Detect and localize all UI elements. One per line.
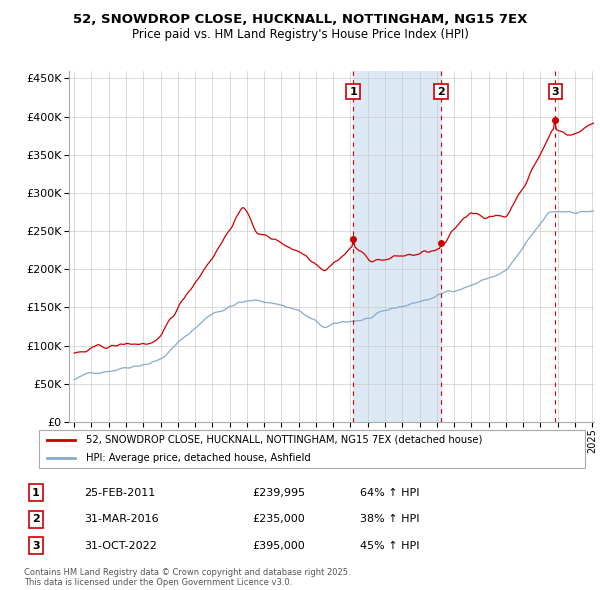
Text: 52, SNOWDROP CLOSE, HUCKNALL, NOTTINGHAM, NG15 7EX: 52, SNOWDROP CLOSE, HUCKNALL, NOTTINGHAM… bbox=[73, 13, 527, 26]
Text: £239,995: £239,995 bbox=[252, 488, 305, 497]
Text: 3: 3 bbox=[551, 87, 559, 97]
Text: HPI: Average price, detached house, Ashfield: HPI: Average price, detached house, Ashf… bbox=[86, 453, 310, 463]
Text: 31-MAR-2016: 31-MAR-2016 bbox=[84, 514, 158, 524]
Text: £235,000: £235,000 bbox=[252, 514, 305, 524]
Text: Price paid vs. HM Land Registry's House Price Index (HPI): Price paid vs. HM Land Registry's House … bbox=[131, 28, 469, 41]
Text: 1: 1 bbox=[349, 87, 357, 97]
Text: 1: 1 bbox=[32, 488, 40, 497]
Text: 64% ↑ HPI: 64% ↑ HPI bbox=[360, 488, 419, 497]
Text: 52, SNOWDROP CLOSE, HUCKNALL, NOTTINGHAM, NG15 7EX (detached house): 52, SNOWDROP CLOSE, HUCKNALL, NOTTINGHAM… bbox=[86, 435, 482, 445]
Text: 31-OCT-2022: 31-OCT-2022 bbox=[84, 541, 157, 550]
Text: £395,000: £395,000 bbox=[252, 541, 305, 550]
Text: 2: 2 bbox=[437, 87, 445, 97]
Text: 3: 3 bbox=[32, 541, 40, 550]
Text: 45% ↑ HPI: 45% ↑ HPI bbox=[360, 541, 419, 550]
Text: 38% ↑ HPI: 38% ↑ HPI bbox=[360, 514, 419, 524]
Bar bbox=[353, 71, 441, 422]
Text: 25-FEB-2011: 25-FEB-2011 bbox=[84, 488, 155, 497]
Text: Contains HM Land Registry data © Crown copyright and database right 2025.
This d: Contains HM Land Registry data © Crown c… bbox=[24, 568, 350, 587]
Text: 2: 2 bbox=[32, 514, 40, 524]
FancyBboxPatch shape bbox=[39, 430, 585, 468]
